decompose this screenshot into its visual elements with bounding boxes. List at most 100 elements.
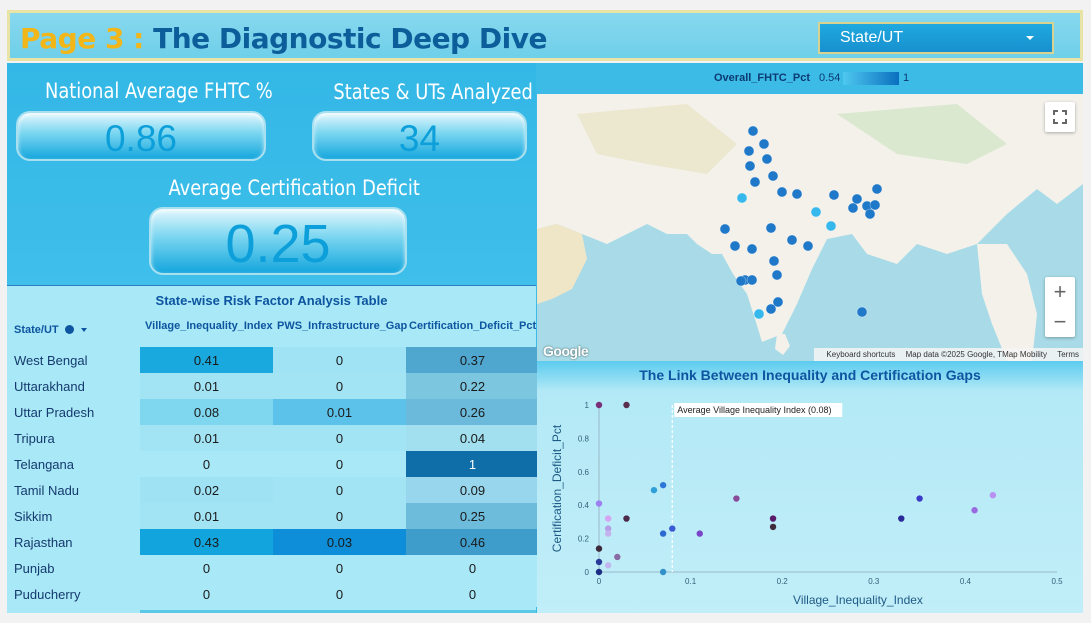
table-row[interactable]: Rajasthan 0.43 0.03 0.46 [7,529,539,555]
map-marker[interactable] [864,208,876,220]
reference-line-label-bg [674,403,843,417]
scatter-point[interactable] [604,525,612,532]
table-cell-cdp: 0.26 [406,399,539,425]
table-row[interactable]: Uttarakhand 0.01 0 0.22 [7,373,539,399]
map-marker[interactable] [767,170,779,182]
scatter-point[interactable] [916,495,923,502]
table-cell-cdp: 0.22 [406,373,539,399]
map-marker[interactable] [851,193,863,205]
scatter-point[interactable] [989,491,997,499]
table-row[interactable]: Tamil Nadu 0.02 0 0.09 [7,477,539,503]
cert-deficit-card: 0.25 [149,207,407,275]
table-row[interactable]: Telangana 0 0 1 [7,451,539,477]
zoom-in-button[interactable]: + [1053,279,1067,304]
scatter-point[interactable] [659,568,667,576]
chart-title: The Link Between Inequality and Certific… [639,367,981,383]
scatter-point[interactable] [595,500,603,507]
india-map[interactable]: + − Google Keyboard shortcuts Map data ©… [537,94,1083,361]
scatter-point[interactable] [595,401,603,409]
map-marker[interactable] [825,220,837,232]
map-marker[interactable] [746,274,758,286]
scatter-point[interactable] [604,515,612,522]
scatter-point[interactable] [595,568,603,576]
column-header-pws-gap[interactable]: PWS_Infrastructure_Gap [277,320,408,332]
map-land-sea-southeast [977,244,1037,361]
table-cell-vii: 0.08 [140,399,273,425]
fullscreen-button[interactable] [1045,102,1075,132]
scatter-point[interactable] [769,515,777,522]
national-avg-card: 0.86 [16,111,266,161]
scatter-point[interactable] [769,523,777,531]
scatter-point[interactable] [604,530,612,537]
map-marker[interactable] [869,199,881,211]
map-marker[interactable] [765,222,777,234]
table-row[interactable]: Sikkim 0.01 0 0.25 [7,503,539,529]
map-marker[interactable] [765,303,777,315]
scatter-point[interactable] [623,401,630,409]
table-row[interactable]: Uttar Pradesh 0.08 0.01 0.26 [7,399,539,425]
table-cell-vii: 0.02 [140,477,273,503]
scatter-point[interactable] [604,562,612,569]
terms-link[interactable]: Terms [1057,350,1079,359]
map-marker[interactable] [772,296,784,308]
map-marker[interactable] [768,255,780,267]
table-cell-cdp: 0.25 [406,503,539,529]
table-cell-cdp: 0.46 [406,529,539,555]
map-marker[interactable] [871,183,883,195]
map-marker[interactable] [743,145,755,157]
zoom-out-button[interactable]: − [1053,309,1067,334]
map-canvas[interactable] [537,94,1083,361]
map-marker[interactable] [771,269,783,281]
map-marker[interactable] [744,160,756,172]
keyboard-shortcuts-link[interactable]: Keyboard shortcuts [826,350,896,359]
state-ut-filter-dropdown[interactable]: State/UT [818,22,1054,54]
map-marker[interactable] [749,176,761,188]
map-marker[interactable] [753,308,765,320]
map-marker[interactable] [736,192,748,204]
map-marker[interactable] [735,275,747,287]
table-cell-pws: 0 [273,581,406,607]
scatter-point[interactable] [595,558,603,566]
table-row[interactable]: Punjab 0 0 0 [7,555,539,581]
states-analyzed-label: States & UTs Analyzed [333,80,533,104]
scatter-point[interactable] [650,486,658,494]
scatter-chart[interactable]: 0 0.1 0.2 0.3 0.4 0.5 0 0.2 0.4 0.6 0.8 1 Village_In… [537,361,1083,613]
map-marker[interactable] [776,186,788,198]
scatter-point[interactable] [669,525,676,532]
map-marker[interactable] [802,240,814,252]
map-marker[interactable] [729,240,741,252]
map-marker[interactable] [746,243,758,255]
scatter-point[interactable] [614,553,621,561]
map-marker[interactable] [856,306,868,318]
table-row[interactable]: West Bengal 0.41 0 0.37 [7,347,539,373]
scatter-point[interactable] [623,515,630,522]
scatter-point[interactable] [696,530,703,537]
table-row[interactable]: Puducherry 0 0 0 [7,581,539,607]
table-scrollbar[interactable] [140,610,536,613]
scatter-point[interactable] [898,515,905,522]
scatter-point[interactable] [595,545,603,552]
map-marker[interactable] [719,223,731,235]
scatter-point[interactable] [733,495,740,502]
scatter-point[interactable] [659,530,667,537]
table-row[interactable]: Tripura 0.01 0 0.04 [7,425,539,451]
page-header: Page 3 : The Diagnostic Deep Dive State/… [7,10,1083,61]
scatter-point[interactable] [659,481,667,489]
column-header-cert-deficit[interactable]: Certification_Deficit_Pct [409,320,537,332]
table-cell-cdp: 0 [406,555,539,581]
map-marker[interactable] [786,234,798,246]
map-marker[interactable] [761,153,773,165]
x-tick-label: 0.4 [960,577,972,586]
map-marker[interactable] [758,138,770,150]
column-header-state[interactable]: State/UT [14,325,104,336]
page-title: Page 3 : The Diagnostic Deep Dive [20,22,547,55]
column-header-village-inequality[interactable]: Village_Inequality_Index [145,320,273,332]
map-marker[interactable] [847,202,859,214]
scatter-point[interactable] [971,507,978,514]
map-marker[interactable] [747,125,759,137]
map-marker[interactable] [810,206,822,218]
sort-caret-icon[interactable] [80,328,87,332]
table-cell-pws: 0 [273,425,406,451]
map-marker[interactable] [828,189,840,201]
map-marker[interactable] [791,188,803,200]
